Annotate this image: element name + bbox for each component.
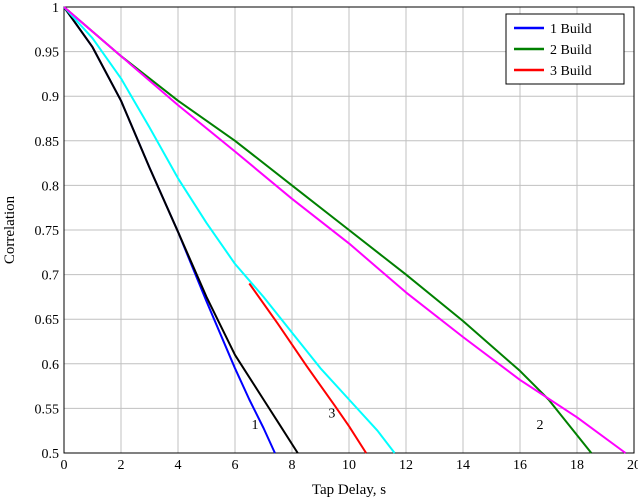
y-axis-label: Correlation <box>2 195 18 264</box>
y-ticks: 0.5 0.55 0.6 0.65 0.7 0.75 0.8 0.85 0.9 0.95 1 <box>35 1 60 462</box>
y-tick-label: 0.8 <box>42 179 60 194</box>
curve-annotations: 1 3 2 <box>251 406 543 433</box>
y-tick-label: 1 <box>52 1 59 16</box>
series-lines <box>63 6 627 454</box>
series-line-3 <box>63 6 593 454</box>
x-tick-label: 4 <box>175 458 182 473</box>
x-tick-label: 12 <box>399 458 413 473</box>
x-tick-label: 14 <box>456 458 470 473</box>
x-axis-label: Tap Delay, s <box>312 482 386 498</box>
x-tick-label: 8 <box>289 458 296 473</box>
y-tick-label: 0.85 <box>35 135 60 150</box>
x-ticks: 0 2 4 6 8 10 12 14 16 18 20 <box>61 458 638 473</box>
series-line-5 <box>63 6 396 454</box>
x-tick-label: 6 <box>232 458 239 473</box>
y-tick-label: 0.6 <box>42 358 60 373</box>
annotation-label: 3 <box>328 406 335 421</box>
legend-label: 2 Build <box>550 43 592 58</box>
y-tick-label: 0.55 <box>35 402 60 417</box>
series-line-4 <box>248 282 367 454</box>
y-tick-label: 0.7 <box>42 269 60 284</box>
x-tick-label: 16 <box>513 458 527 473</box>
legend: 1 Build 2 Build 3 Build <box>505 13 625 85</box>
x-tick-label: 10 <box>342 458 356 473</box>
x-tick-label: 20 <box>627 458 638 473</box>
y-tick-label: 0.5 <box>42 447 60 462</box>
legend-label: 3 Build <box>550 64 592 79</box>
series-line-6 <box>63 6 627 454</box>
y-tick-label: 0.95 <box>35 46 60 61</box>
y-tick-label: 0.65 <box>35 313 60 328</box>
x-tick-label: 18 <box>570 458 584 473</box>
y-tick-label: 0.9 <box>42 90 60 105</box>
annotation-label: 2 <box>536 418 543 433</box>
y-tick-label: 0.75 <box>35 224 60 239</box>
series-line-2 <box>63 6 299 454</box>
legend-label: 1 Build <box>550 22 592 37</box>
x-tick-label: 2 <box>118 458 125 473</box>
x-tick-label: 0 <box>61 458 68 473</box>
plot-border <box>63 6 635 454</box>
annotation-label: 1 <box>251 418 258 433</box>
